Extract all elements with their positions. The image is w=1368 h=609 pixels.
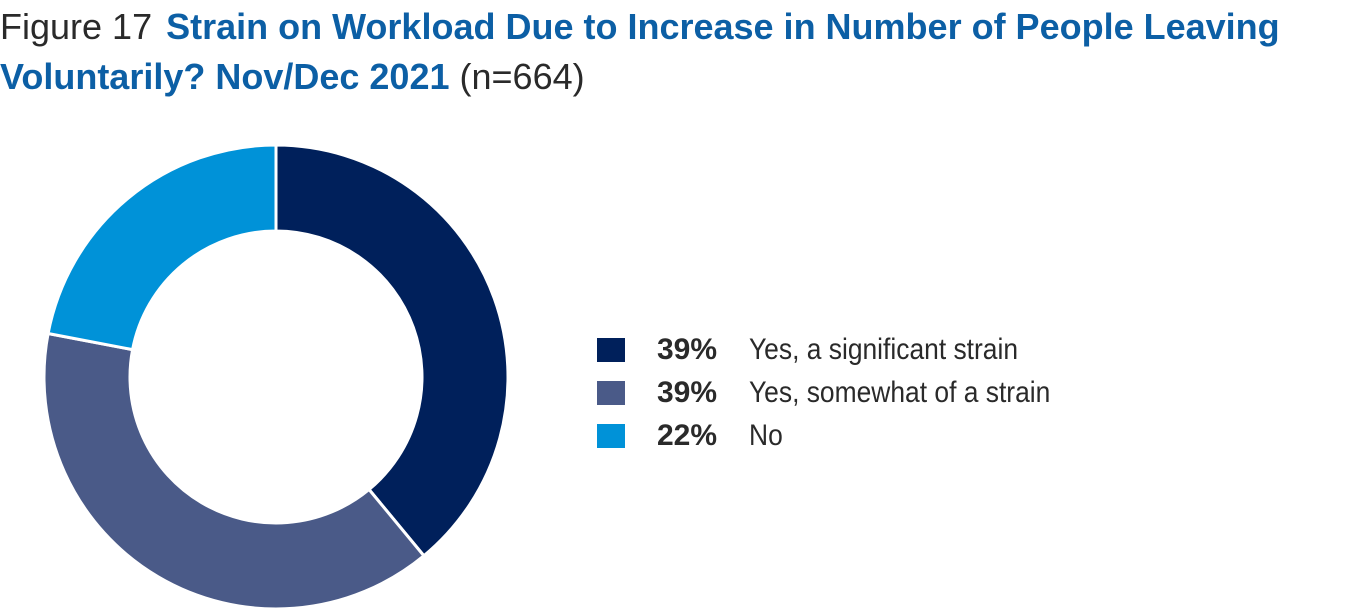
chart-main-title: Strain on Workload Due to Increase in Nu… xyxy=(0,6,1280,97)
legend-label: Yes, a significant strain xyxy=(749,332,1019,366)
legend-percent: 22% xyxy=(657,418,718,452)
legend-label: Yes, somewhat of a strain xyxy=(749,375,1051,409)
chart-legend: 39% Yes, a significant strain 39% Yes, s… xyxy=(597,328,1091,457)
legend-item: 39% Yes, somewhat of a strain xyxy=(597,371,1091,414)
figure-number: Figure 17 xyxy=(0,6,153,47)
sample-size: (n=664) xyxy=(459,56,585,97)
legend-swatch xyxy=(597,337,625,362)
legend-item: 22% No xyxy=(597,414,1091,457)
legend-item: 39% Yes, a significant strain xyxy=(597,328,1091,371)
chart-title: Figure 17 Strain on Workload Due to Incre… xyxy=(0,2,1368,102)
legend-swatch xyxy=(597,423,625,448)
donut-slice-3 xyxy=(46,143,278,352)
legend-swatch xyxy=(597,380,625,405)
donut-slice-2 xyxy=(42,331,426,609)
donut-chart xyxy=(42,143,510,609)
legend-percent: 39% xyxy=(657,375,718,409)
legend-label: No xyxy=(749,418,783,452)
donut-slice-1 xyxy=(274,143,510,558)
legend-percent: 39% xyxy=(657,332,718,366)
